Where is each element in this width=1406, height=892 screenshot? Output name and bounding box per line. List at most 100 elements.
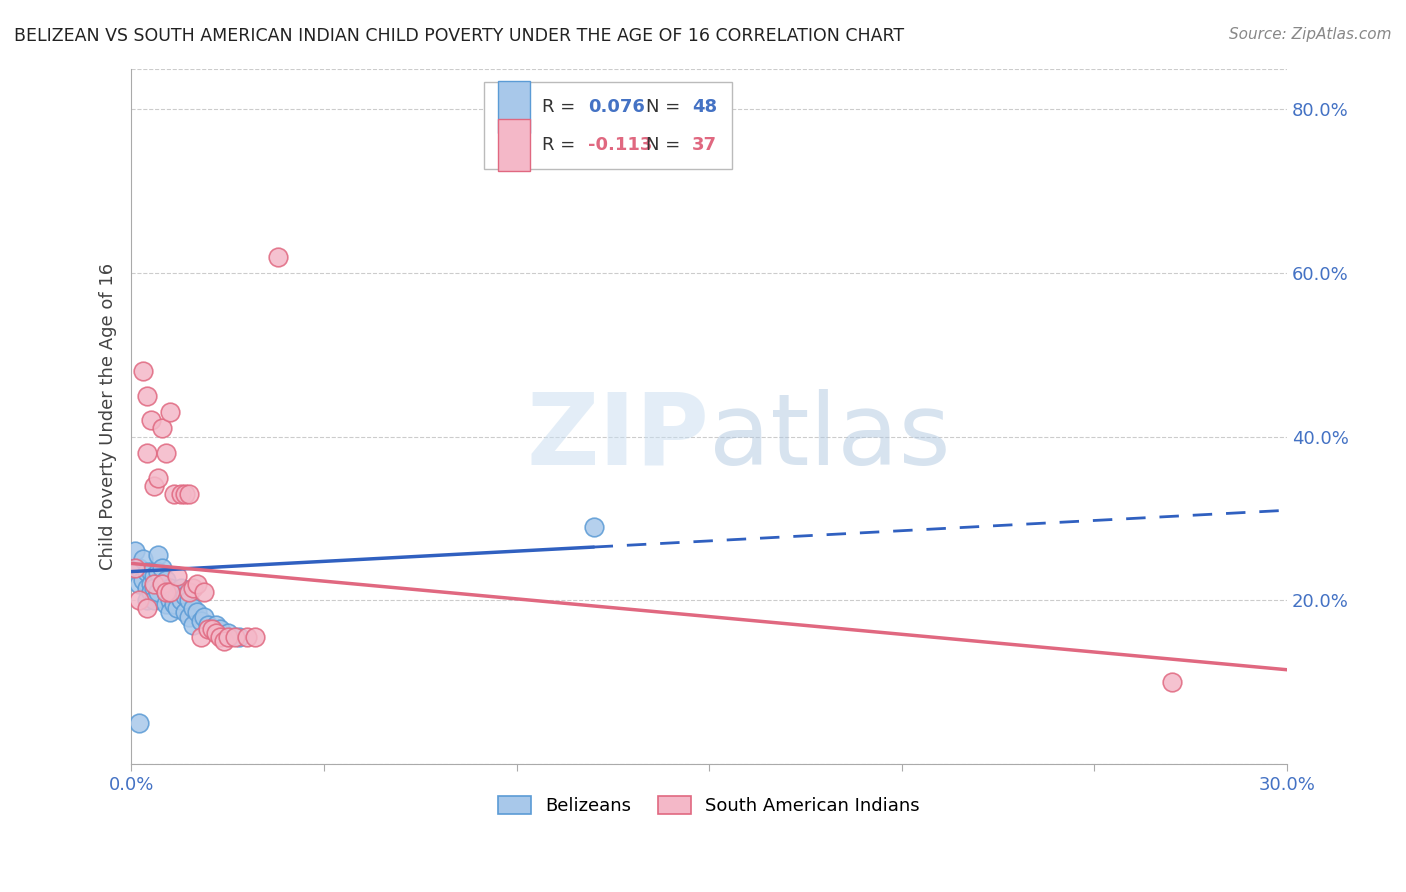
Point: [159, 405, 181, 419]
Point: [135, 593, 157, 607]
Point: [148, 548, 170, 562]
Point: [135, 601, 157, 615]
Point: [181, 601, 204, 615]
Text: ZIP: ZIP: [526, 389, 709, 485]
Point: [193, 585, 215, 599]
Point: [205, 617, 228, 632]
Point: [177, 487, 200, 501]
Point: [197, 617, 219, 632]
Point: [124, 544, 146, 558]
Point: [148, 585, 170, 599]
Point: [143, 479, 166, 493]
Point: [143, 581, 166, 595]
Point: [208, 622, 231, 636]
Point: [201, 622, 224, 636]
Point: [139, 413, 162, 427]
Point: [150, 577, 173, 591]
Y-axis label: Child Poverty Under the Age of 16: Child Poverty Under the Age of 16: [100, 262, 117, 570]
Point: [170, 581, 193, 595]
Text: -0.113: -0.113: [588, 136, 652, 154]
Point: [135, 565, 157, 579]
FancyBboxPatch shape: [498, 119, 530, 171]
Point: [128, 715, 150, 730]
Point: [190, 614, 212, 628]
Point: [150, 577, 173, 591]
Point: [177, 585, 200, 599]
Text: atlas: atlas: [709, 389, 950, 485]
Point: [186, 606, 208, 620]
Point: [212, 634, 235, 648]
Text: 37: 37: [692, 136, 717, 154]
Point: [217, 630, 239, 644]
Point: [135, 446, 157, 460]
Point: [174, 589, 197, 603]
Point: [166, 589, 188, 603]
FancyBboxPatch shape: [484, 82, 733, 169]
Point: [159, 585, 181, 599]
Point: [132, 364, 155, 378]
Text: R =: R =: [541, 136, 581, 154]
Point: [166, 601, 188, 615]
Point: [170, 487, 193, 501]
Point: [155, 597, 177, 611]
Point: [186, 577, 208, 591]
Point: [148, 565, 170, 579]
Point: [124, 560, 146, 574]
Point: [132, 573, 155, 587]
Text: N =: N =: [645, 98, 686, 116]
Point: [150, 421, 173, 435]
Point: [190, 630, 212, 644]
Text: Source: ZipAtlas.com: Source: ZipAtlas.com: [1229, 27, 1392, 42]
Point: [150, 560, 173, 574]
Point: [132, 552, 155, 566]
Legend: Belizeans, South American Indians: Belizeans, South American Indians: [489, 787, 929, 824]
Point: [159, 606, 181, 620]
Point: [155, 585, 177, 599]
Point: [193, 609, 215, 624]
Point: [148, 470, 170, 484]
Point: [217, 626, 239, 640]
Point: [139, 577, 162, 591]
Point: [174, 487, 197, 501]
Point: [181, 617, 204, 632]
Point: [177, 593, 200, 607]
Point: [143, 577, 166, 591]
Point: [201, 622, 224, 636]
Point: [582, 519, 605, 533]
Point: [155, 585, 177, 599]
Point: [1160, 675, 1182, 690]
Point: [228, 630, 250, 644]
Point: [177, 609, 200, 624]
Point: [181, 581, 204, 595]
Point: [236, 630, 259, 644]
Point: [155, 573, 177, 587]
Text: 48: 48: [692, 98, 717, 116]
Point: [139, 565, 162, 579]
Point: [205, 626, 228, 640]
Point: [266, 250, 288, 264]
Point: [159, 593, 181, 607]
Point: [135, 389, 157, 403]
Point: [208, 630, 231, 644]
Point: [143, 568, 166, 582]
Text: N =: N =: [645, 136, 686, 154]
Point: [128, 560, 150, 574]
Point: [224, 630, 246, 644]
Point: [243, 630, 266, 644]
Point: [139, 585, 162, 599]
Text: BELIZEAN VS SOUTH AMERICAN INDIAN CHILD POVERTY UNDER THE AGE OF 16 CORRELATION : BELIZEAN VS SOUTH AMERICAN INDIAN CHILD …: [14, 27, 904, 45]
Point: [162, 597, 184, 611]
Point: [128, 577, 150, 591]
Text: 0.076: 0.076: [588, 98, 645, 116]
Point: [135, 581, 157, 595]
Point: [155, 446, 177, 460]
Point: [159, 581, 181, 595]
Point: [170, 593, 193, 607]
Text: R =: R =: [541, 98, 581, 116]
Point: [128, 593, 150, 607]
Point: [174, 606, 197, 620]
FancyBboxPatch shape: [498, 80, 530, 133]
Point: [197, 622, 219, 636]
Point: [162, 487, 184, 501]
Point: [143, 593, 166, 607]
